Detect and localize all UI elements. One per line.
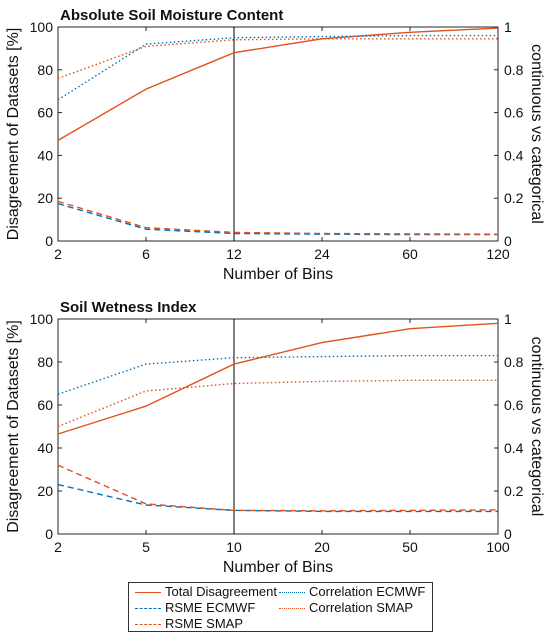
legend-label: Correlation ECMWF (309, 584, 426, 599)
y-tick-label: 60 (37, 105, 53, 121)
series-line-correlation-smap (57, 379, 498, 428)
legend: Total Disagreement Correlation ECMWF RSM… (128, 582, 433, 632)
plot-frame (57, 318, 499, 535)
series-line-rsme-ecmwf (57, 202, 498, 236)
panel-title: Soil Wetness Index (60, 299, 197, 316)
y-right-tick-label: 0.4 (504, 147, 524, 163)
y-right-tick-label: 0 (504, 233, 512, 249)
x-tick-label: 10 (226, 539, 242, 555)
y-tick-label: 0 (45, 233, 53, 249)
x-axis-label: Number of Bins (223, 559, 333, 576)
series-line-rsme-smap (57, 464, 499, 512)
legend-item-rsme-smap: RSME SMAP (135, 616, 243, 632)
y-axis-label: Disagreement of Datasets [%] (5, 320, 22, 533)
legend-item-total-disagreement: Total Disagreement (135, 584, 277, 600)
series-line-correlation-smap (57, 38, 498, 80)
legend-label: RSME ECMWF (165, 600, 256, 615)
y-right-tick-label: 1 (504, 19, 512, 35)
y-axis-label: Disagreement of Datasets [%] (5, 28, 22, 241)
legend-label: Total Disagreement (165, 584, 277, 599)
y-tick-label: 60 (37, 397, 53, 413)
y-axis-right-label: continuous vs categorical (528, 337, 545, 517)
figure: 2 6 12 24 60 12002040608010000.20.40.60.81Abs… (5, 7, 545, 576)
y-tick-label: 80 (37, 354, 53, 370)
y-tick-label: 100 (30, 311, 54, 327)
y-right-tick-label: 0.8 (504, 62, 524, 78)
y-right-tick-label: 1 (504, 311, 512, 327)
y-right-tick-label: 0.2 (504, 190, 524, 206)
y-tick-label: 40 (37, 440, 53, 456)
series-line-total-disagreement (57, 322, 499, 435)
x-tick-label: 5 (142, 539, 150, 555)
x-tick-label: 100 (486, 539, 510, 555)
legend-swatch (135, 608, 161, 610)
series-line-rsme-ecmwf (57, 483, 498, 513)
x-tick-label: 24 (314, 246, 330, 262)
x-tick-label: 12 (226, 246, 242, 262)
x-tick-label: 2 (54, 539, 62, 555)
y-axis-right-label: continuous vs categorical (528, 44, 545, 224)
y-tick-label: 0 (45, 526, 53, 542)
x-tick-label: 6 (142, 246, 150, 262)
x-tick-label: 50 (402, 539, 418, 555)
y-right-tick-label: 0.2 (504, 483, 524, 499)
y-tick-label: 80 (37, 62, 53, 78)
series-line-correlation-ecmwf (57, 354, 498, 395)
y-right-tick-label: 0.8 (504, 354, 524, 370)
y-right-tick-label: 0.6 (504, 105, 524, 121)
x-tick-label: 60 (402, 246, 418, 262)
legend-swatch (279, 592, 305, 594)
y-right-tick-label: 0.4 (504, 440, 524, 456)
plot-frame (57, 26, 499, 242)
y-right-tick-label: 0 (504, 526, 512, 542)
legend-item-correlation-ecmwf: Correlation ECMWF (279, 584, 425, 600)
y-tick-label: 20 (37, 190, 53, 206)
legend-label: Correlation SMAP (309, 600, 414, 615)
y-tick-label: 100 (30, 19, 54, 35)
y-tick-label: 20 (37, 483, 53, 499)
series-line-correlation-ecmwf (57, 34, 498, 101)
x-tick-label: 20 (314, 539, 330, 555)
legend-swatch (135, 624, 161, 626)
legend-swatch (279, 608, 305, 610)
x-axis-label: Number of Bins (223, 266, 333, 283)
series-line-rsme-smap (57, 200, 499, 235)
y-tick-label: 40 (37, 147, 53, 163)
y-right-tick-label: 0.6 (504, 397, 524, 413)
legend-item-rsme-ecmwf: RSME ECMWF (135, 600, 255, 616)
x-tick-label: 2 (54, 246, 62, 262)
legend-label: RSME SMAP (165, 616, 244, 631)
legend-item-correlation-smap: Correlation SMAP (279, 600, 413, 616)
legend-swatch (135, 592, 161, 594)
panel-title: Absolute Soil Moisture Content (60, 7, 283, 24)
x-tick-label: 120 (486, 246, 510, 262)
series-line-total-disagreement (57, 27, 499, 142)
